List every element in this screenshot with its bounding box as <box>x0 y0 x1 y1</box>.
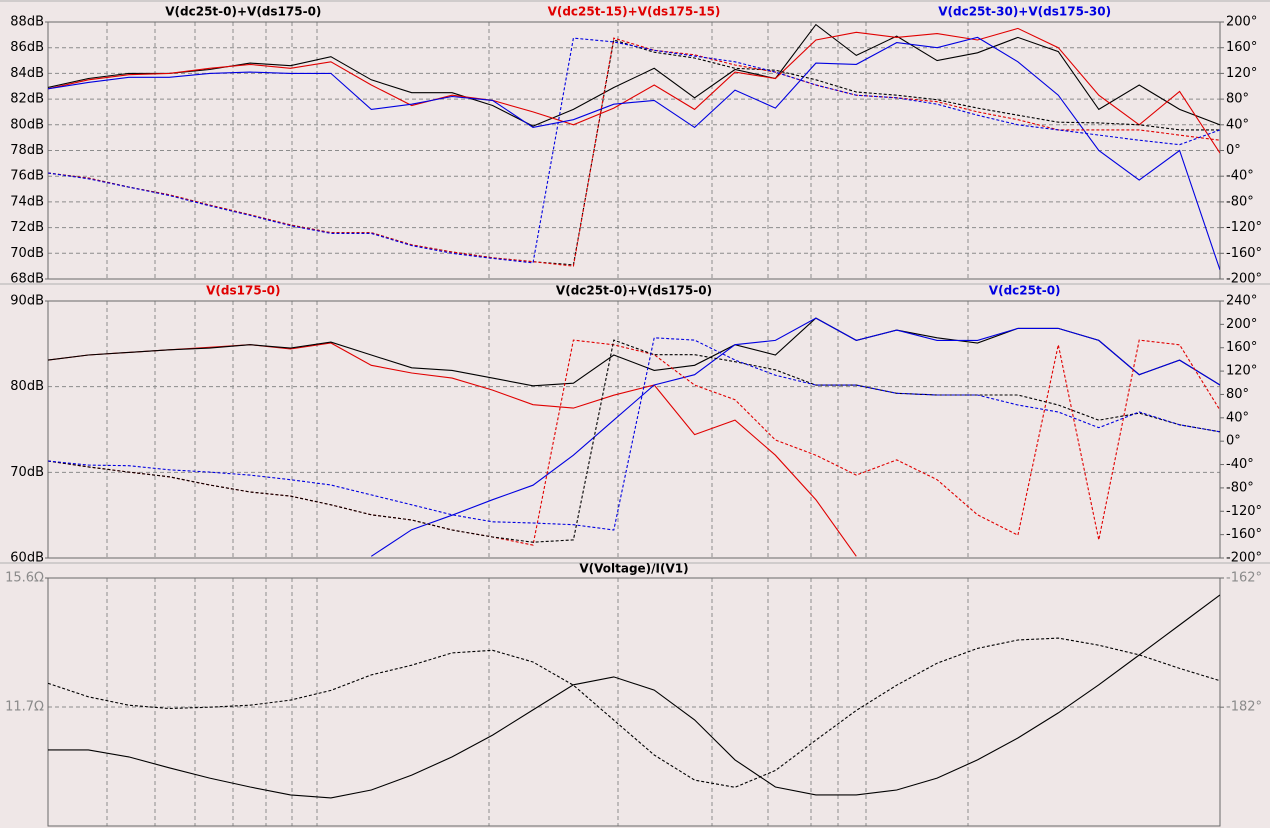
y-tick-label: 76dB <box>10 169 44 184</box>
y2-tick-label: -40° <box>1226 457 1254 472</box>
y2-tick-label: 40° <box>1226 117 1249 132</box>
y-tick-label: 80dB <box>10 117 44 132</box>
y2-tick-label: 200° <box>1226 15 1257 30</box>
pane: 60dB 70dB 80dB 90dB -200° -160° -120° -80° -40° 0… <box>10 284 1262 566</box>
phase-trace <box>48 337 1220 531</box>
y2-tick-label: 80° <box>1226 387 1249 402</box>
y2-tick-label: 160° <box>1226 40 1257 55</box>
pane: 68dB 70dB 72dB 74dB 76dB 78dB 80dB 82dB 84dB 86dB… <box>10 5 1262 287</box>
y2-tick-label: -40° <box>1226 169 1254 184</box>
y2-tick-label: 200° <box>1226 317 1257 332</box>
pane: 11.7Ω 15.6Ω -182° -162° V(Voltage)/I(V1) <box>5 562 1262 827</box>
y2-tick-label: 0° <box>1226 143 1241 158</box>
plot-frame <box>47 577 1221 827</box>
trace <box>48 23 1220 127</box>
trace <box>48 27 1220 154</box>
y-tick-label: 72dB <box>10 220 44 235</box>
y2-tick-label: -200° <box>1226 272 1262 287</box>
plot-frame <box>47 21 1221 280</box>
y-tick-label: 78dB <box>10 143 44 158</box>
pane-title: V(Voltage)/I(V1) <box>579 562 688 576</box>
y2-tick-label: 120° <box>1226 364 1257 379</box>
y2-tick-label: 160° <box>1226 340 1257 355</box>
y2-tick-label: -80° <box>1226 480 1254 495</box>
y-tick-label: 70dB <box>10 465 44 480</box>
y-tick-label: 15.6Ω <box>5 571 44 586</box>
y-tick-label: 60dB <box>10 551 44 566</box>
y2-tick-label: 0° <box>1226 434 1241 449</box>
traces <box>48 23 1220 271</box>
legend-entry: V(dc25t-0) <box>989 284 1061 298</box>
y2-tick-label: -80° <box>1226 194 1254 209</box>
y2-tick-label: -160° <box>1226 246 1262 261</box>
y2-tick-label: -120° <box>1226 220 1262 235</box>
legend-entry: V(dc25t-0)+V(ds175-0) <box>165 5 321 19</box>
trace <box>48 36 1220 271</box>
phase-trace <box>48 339 1220 543</box>
y-tick-label: 90dB <box>10 294 44 309</box>
plot-frame <box>47 300 1221 559</box>
legend-entry: V(dc25t-0)+V(ds175-0) <box>556 284 712 298</box>
y2-tick-label: 120° <box>1226 66 1257 81</box>
y2-tick-label: -200° <box>1226 551 1262 566</box>
y-tick-label: 82dB <box>10 92 44 107</box>
trace <box>48 594 1220 799</box>
y2-tick-label: 240° <box>1226 294 1257 309</box>
y-tick-label: 11.7Ω <box>5 699 44 714</box>
y2-tick-label: 40° <box>1226 410 1249 425</box>
legend-entry: V(ds175-0) <box>206 284 280 298</box>
y2-tick-label: -160° <box>1226 527 1262 542</box>
trace <box>370 317 1220 557</box>
y-tick-label: 68dB <box>10 272 44 287</box>
y-tick-label: 80dB <box>10 379 44 394</box>
y2-tick-label: -120° <box>1226 504 1262 519</box>
traces <box>48 594 1220 799</box>
y-tick-label: 86dB <box>10 40 44 55</box>
traces <box>48 317 1220 557</box>
legend-entry: V(dc25t-15)+V(ds175-15) <box>548 5 721 19</box>
phase-trace <box>48 39 1220 266</box>
y-tick-label: 74dB <box>10 194 44 209</box>
y-tick-label: 88dB <box>10 15 44 30</box>
legend-entry: V(dc25t-30)+V(ds175-30) <box>938 5 1111 19</box>
y2-tick-label: -182° <box>1226 700 1262 715</box>
y2-tick-label: 80° <box>1226 92 1249 107</box>
y2-tick-label: -162° <box>1226 571 1262 586</box>
phase-trace <box>48 37 1220 267</box>
y-tick-label: 70dB <box>10 246 44 261</box>
y-tick-label: 84dB <box>10 66 44 81</box>
